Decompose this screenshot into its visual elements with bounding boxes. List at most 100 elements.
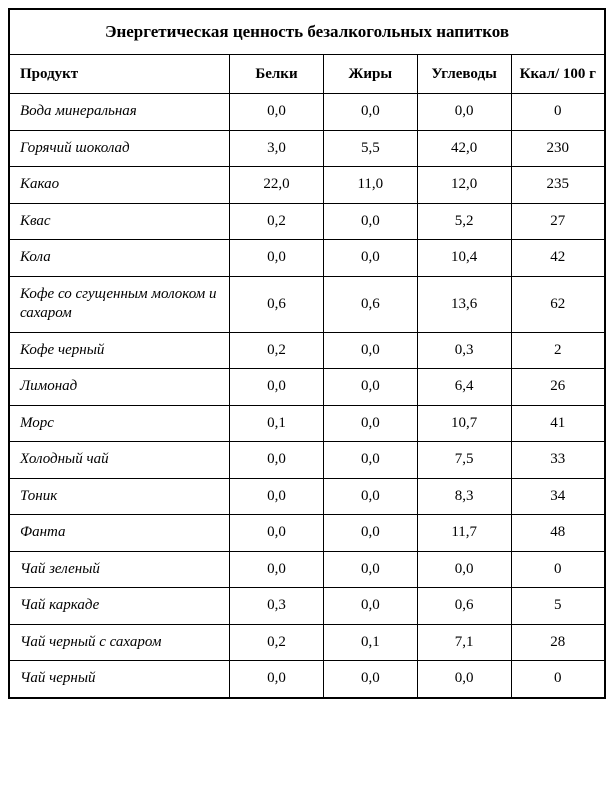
carbs-cell: 0,3 [417,332,511,369]
kcal-cell: 27 [511,203,605,240]
table-title: Энергетическая ценность безалкогольных н… [9,9,605,55]
table-row: Чай черный с сахаром0,20,17,128 [9,624,605,661]
product-name-cell: Вода минеральная [9,94,230,131]
product-name-cell: Кофе черный [9,332,230,369]
protein-cell: 0,0 [230,369,324,406]
kcal-cell: 42 [511,240,605,277]
table-row: Лимонад0,00,06,426 [9,369,605,406]
kcal-cell: 0 [511,661,605,698]
protein-cell: 0,2 [230,624,324,661]
col-header-fat: Жиры [323,55,417,94]
product-name-cell: Горячий шоколад [9,130,230,167]
table-row: Чай зеленый0,00,00,00 [9,551,605,588]
protein-cell: 0,0 [230,661,324,698]
protein-cell: 0,6 [230,276,324,332]
table-row: Кола0,00,010,442 [9,240,605,277]
product-name-cell: Тоник [9,478,230,515]
product-name-cell: Какао [9,167,230,204]
fat-cell: 11,0 [323,167,417,204]
header-row: Продукт Белки Жиры Углеводы Ккал/ 100 г [9,55,605,94]
protein-cell: 0,0 [230,442,324,479]
kcal-cell: 0 [511,551,605,588]
carbs-cell: 10,7 [417,405,511,442]
product-name-cell: Чай черный с сахаром [9,624,230,661]
fat-cell: 0,1 [323,624,417,661]
protein-cell: 3,0 [230,130,324,167]
kcal-cell: 2 [511,332,605,369]
protein-cell: 0,2 [230,203,324,240]
protein-cell: 0,0 [230,551,324,588]
protein-cell: 0,3 [230,588,324,625]
kcal-cell: 62 [511,276,605,332]
kcal-cell: 48 [511,515,605,552]
kcal-cell: 235 [511,167,605,204]
nutrition-table: Энергетическая ценность безалкогольных н… [8,8,606,699]
carbs-cell: 11,7 [417,515,511,552]
kcal-cell: 0 [511,94,605,131]
kcal-cell: 34 [511,478,605,515]
fat-cell: 0,0 [323,332,417,369]
product-name-cell: Фанта [9,515,230,552]
table-row: Чай каркаде0,30,00,65 [9,588,605,625]
carbs-cell: 5,2 [417,203,511,240]
carbs-cell: 7,5 [417,442,511,479]
table-row: Горячий шоколад3,05,542,0230 [9,130,605,167]
carbs-cell: 10,4 [417,240,511,277]
fat-cell: 0,0 [323,478,417,515]
fat-cell: 0,0 [323,369,417,406]
carbs-cell: 0,0 [417,94,511,131]
carbs-cell: 12,0 [417,167,511,204]
product-name-cell: Чай каркаде [9,588,230,625]
table-row: Морс0,10,010,741 [9,405,605,442]
product-name-cell: Кофе со сгущенным молоком и сахаром [9,276,230,332]
carbs-cell: 0,0 [417,551,511,588]
carbs-cell: 13,6 [417,276,511,332]
fat-cell: 0,0 [323,405,417,442]
fat-cell: 0,0 [323,240,417,277]
product-name-cell: Квас [9,203,230,240]
protein-cell: 0,1 [230,405,324,442]
carbs-cell: 8,3 [417,478,511,515]
carbs-cell: 42,0 [417,130,511,167]
product-name-cell: Лимонад [9,369,230,406]
product-name-cell: Морс [9,405,230,442]
col-header-carbs: Углеводы [417,55,511,94]
fat-cell: 0,0 [323,203,417,240]
carbs-cell: 7,1 [417,624,511,661]
product-name-cell: Чай зеленый [9,551,230,588]
col-header-kcal: Ккал/ 100 г [511,55,605,94]
table-row: Холодный чай0,00,07,533 [9,442,605,479]
table-row: Чай черный0,00,00,00 [9,661,605,698]
fat-cell: 0,0 [323,661,417,698]
kcal-cell: 33 [511,442,605,479]
carbs-cell: 0,0 [417,661,511,698]
table-body: Вода минеральная0,00,00,00Горячий шокола… [9,94,605,698]
protein-cell: 0,2 [230,332,324,369]
fat-cell: 0,0 [323,551,417,588]
protein-cell: 0,0 [230,240,324,277]
col-header-protein: Белки [230,55,324,94]
protein-cell: 22,0 [230,167,324,204]
kcal-cell: 5 [511,588,605,625]
table-row: Вода минеральная0,00,00,00 [9,94,605,131]
table-row: Тоник0,00,08,334 [9,478,605,515]
product-name-cell: Чай черный [9,661,230,698]
table-row: Кофе со сгущенным молоком и сахаром0,60,… [9,276,605,332]
protein-cell: 0,0 [230,478,324,515]
fat-cell: 0,0 [323,588,417,625]
kcal-cell: 28 [511,624,605,661]
kcal-cell: 26 [511,369,605,406]
product-name-cell: Холодный чай [9,442,230,479]
carbs-cell: 6,4 [417,369,511,406]
table-row: Квас0,20,05,227 [9,203,605,240]
kcal-cell: 41 [511,405,605,442]
fat-cell: 0,0 [323,442,417,479]
protein-cell: 0,0 [230,515,324,552]
fat-cell: 0,6 [323,276,417,332]
col-header-product: Продукт [9,55,230,94]
table-row: Какао22,011,012,0235 [9,167,605,204]
fat-cell: 0,0 [323,94,417,131]
fat-cell: 0,0 [323,515,417,552]
product-name-cell: Кола [9,240,230,277]
carbs-cell: 0,6 [417,588,511,625]
